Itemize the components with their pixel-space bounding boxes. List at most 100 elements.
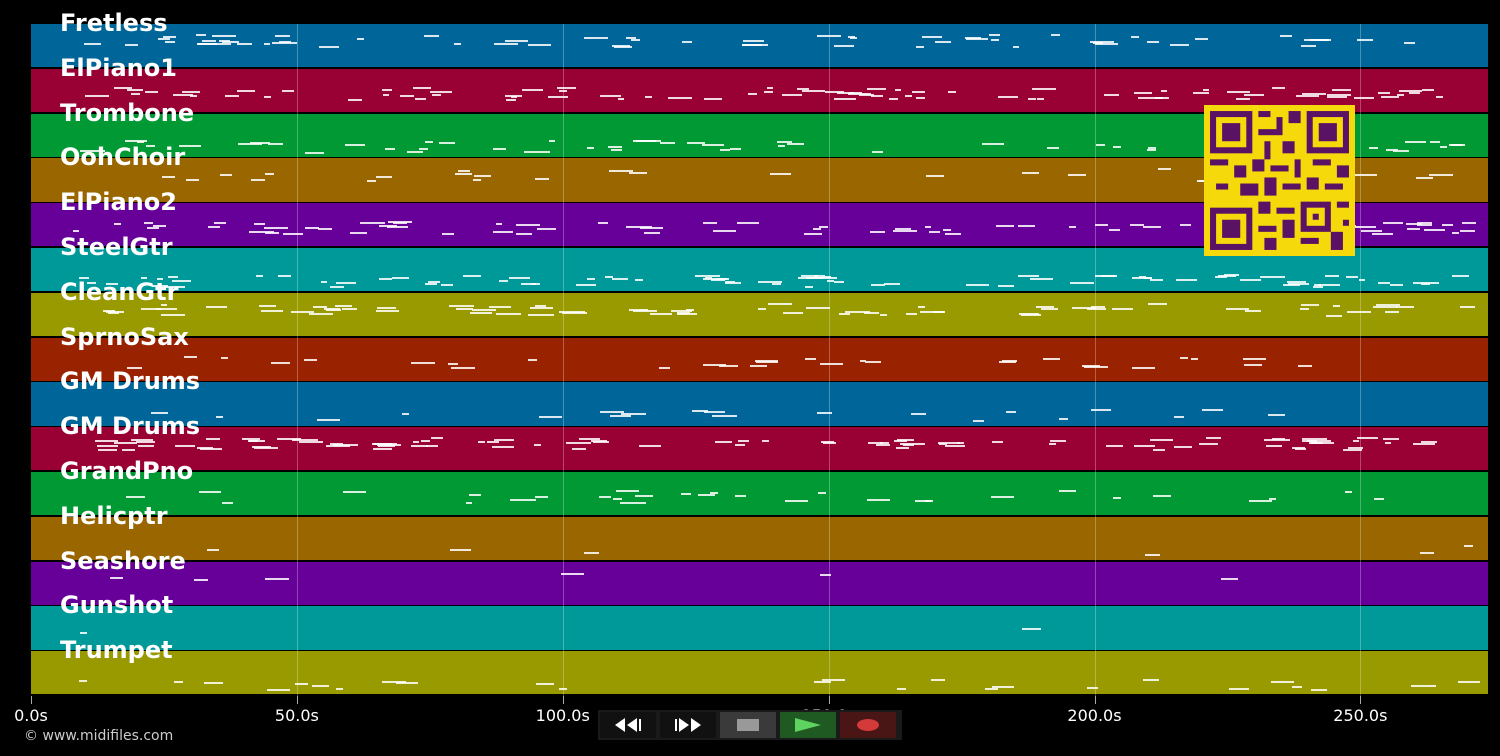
midi-note (1037, 98, 1044, 101)
midi-note (782, 94, 803, 97)
play-button[interactable] (780, 712, 836, 738)
midi-note (1105, 445, 1123, 448)
midi-note (1017, 275, 1039, 278)
midi-note (311, 685, 330, 688)
midi-note (424, 140, 434, 143)
rewind-button[interactable] (600, 712, 656, 738)
track-row[interactable] (31, 337, 1488, 381)
midi-note (309, 312, 334, 315)
midi-note (1131, 35, 1139, 38)
midi-note (1460, 306, 1476, 309)
midi-note (629, 309, 649, 312)
record-icon (857, 719, 879, 731)
track-row[interactable] (31, 516, 1488, 561)
midi-note (1417, 221, 1432, 224)
track-name-label: OohChoir (60, 143, 186, 172)
track-row[interactable] (31, 24, 1488, 68)
midi-note (1458, 681, 1480, 684)
midi-note (784, 499, 809, 502)
midi-note (694, 275, 720, 278)
midi-note (294, 683, 308, 686)
midi-note (712, 229, 736, 232)
midi-note (1012, 45, 1019, 48)
midi-note (1377, 281, 1390, 284)
midi-note (566, 441, 591, 444)
midi-note (1410, 684, 1436, 687)
midi-note (205, 438, 220, 441)
midi-note (1351, 174, 1377, 177)
midi-note (402, 413, 409, 416)
midi-note (911, 413, 927, 416)
midi-note (199, 448, 222, 451)
midi-note (489, 305, 511, 308)
midi-note (820, 573, 832, 576)
midi-note (1346, 276, 1358, 279)
midi-note (329, 285, 345, 288)
midi-note (1193, 91, 1209, 94)
midi-note (272, 42, 297, 45)
axis-tick-label: 250.0s (1333, 706, 1388, 725)
midi-note (1357, 437, 1379, 440)
track-row[interactable] (31, 248, 1488, 292)
midi-note (72, 230, 80, 233)
midi-note (1302, 93, 1327, 96)
midi-note (249, 440, 266, 443)
midi-note (1108, 229, 1120, 232)
midi-note (144, 91, 159, 94)
midi-note (925, 174, 945, 177)
midi-note (1373, 498, 1385, 501)
midi-note (833, 98, 856, 101)
midi-note (430, 90, 452, 93)
midi-note (135, 440, 155, 443)
qr-code[interactable] (1204, 105, 1355, 256)
midi-note (80, 150, 106, 153)
midi-note (1304, 38, 1330, 41)
midi-note (412, 87, 432, 90)
midi-note (1301, 303, 1319, 306)
midi-note (681, 40, 692, 43)
midi-note (382, 681, 406, 684)
midi-note (758, 307, 766, 310)
midi-note (387, 225, 408, 228)
midi-note (238, 142, 263, 145)
midi-note (498, 280, 509, 283)
track-name-label: SteelGtr (60, 233, 173, 261)
track-row[interactable] (31, 651, 1488, 695)
midi-note (516, 223, 540, 226)
midi-note (524, 151, 550, 154)
midi-note (1286, 280, 1306, 283)
transport-bar (598, 710, 902, 740)
track-row[interactable] (31, 472, 1488, 516)
midi-note (1239, 278, 1261, 281)
midi-note (818, 491, 827, 494)
track-row[interactable] (31, 292, 1488, 337)
midi-note (754, 360, 778, 363)
midi-note (325, 308, 342, 311)
track-row[interactable] (31, 561, 1488, 605)
midi-note (534, 178, 549, 181)
midi-note (206, 548, 220, 551)
track-row[interactable] (31, 606, 1488, 650)
midi-note (494, 43, 518, 46)
midi-note (536, 683, 555, 686)
stop-button[interactable] (720, 712, 776, 738)
midi-note (965, 37, 988, 40)
midi-note (715, 441, 732, 444)
midi-note (1404, 141, 1426, 144)
midi-note (1132, 277, 1153, 280)
midi-note (491, 446, 515, 449)
track-row[interactable] (31, 68, 1488, 113)
midi-note (777, 144, 786, 147)
midi-note (1152, 448, 1165, 451)
midi-note (1348, 446, 1363, 449)
track-row[interactable] (31, 382, 1488, 426)
midi-note (629, 172, 647, 175)
record-button[interactable] (840, 712, 896, 738)
track-row[interactable] (31, 427, 1488, 471)
midi-note (587, 278, 595, 280)
midi-note (268, 143, 284, 146)
midi-note (1046, 146, 1060, 149)
fast-forward-button[interactable] (660, 712, 716, 738)
midi-note (335, 304, 352, 307)
midi-note (196, 34, 206, 37)
